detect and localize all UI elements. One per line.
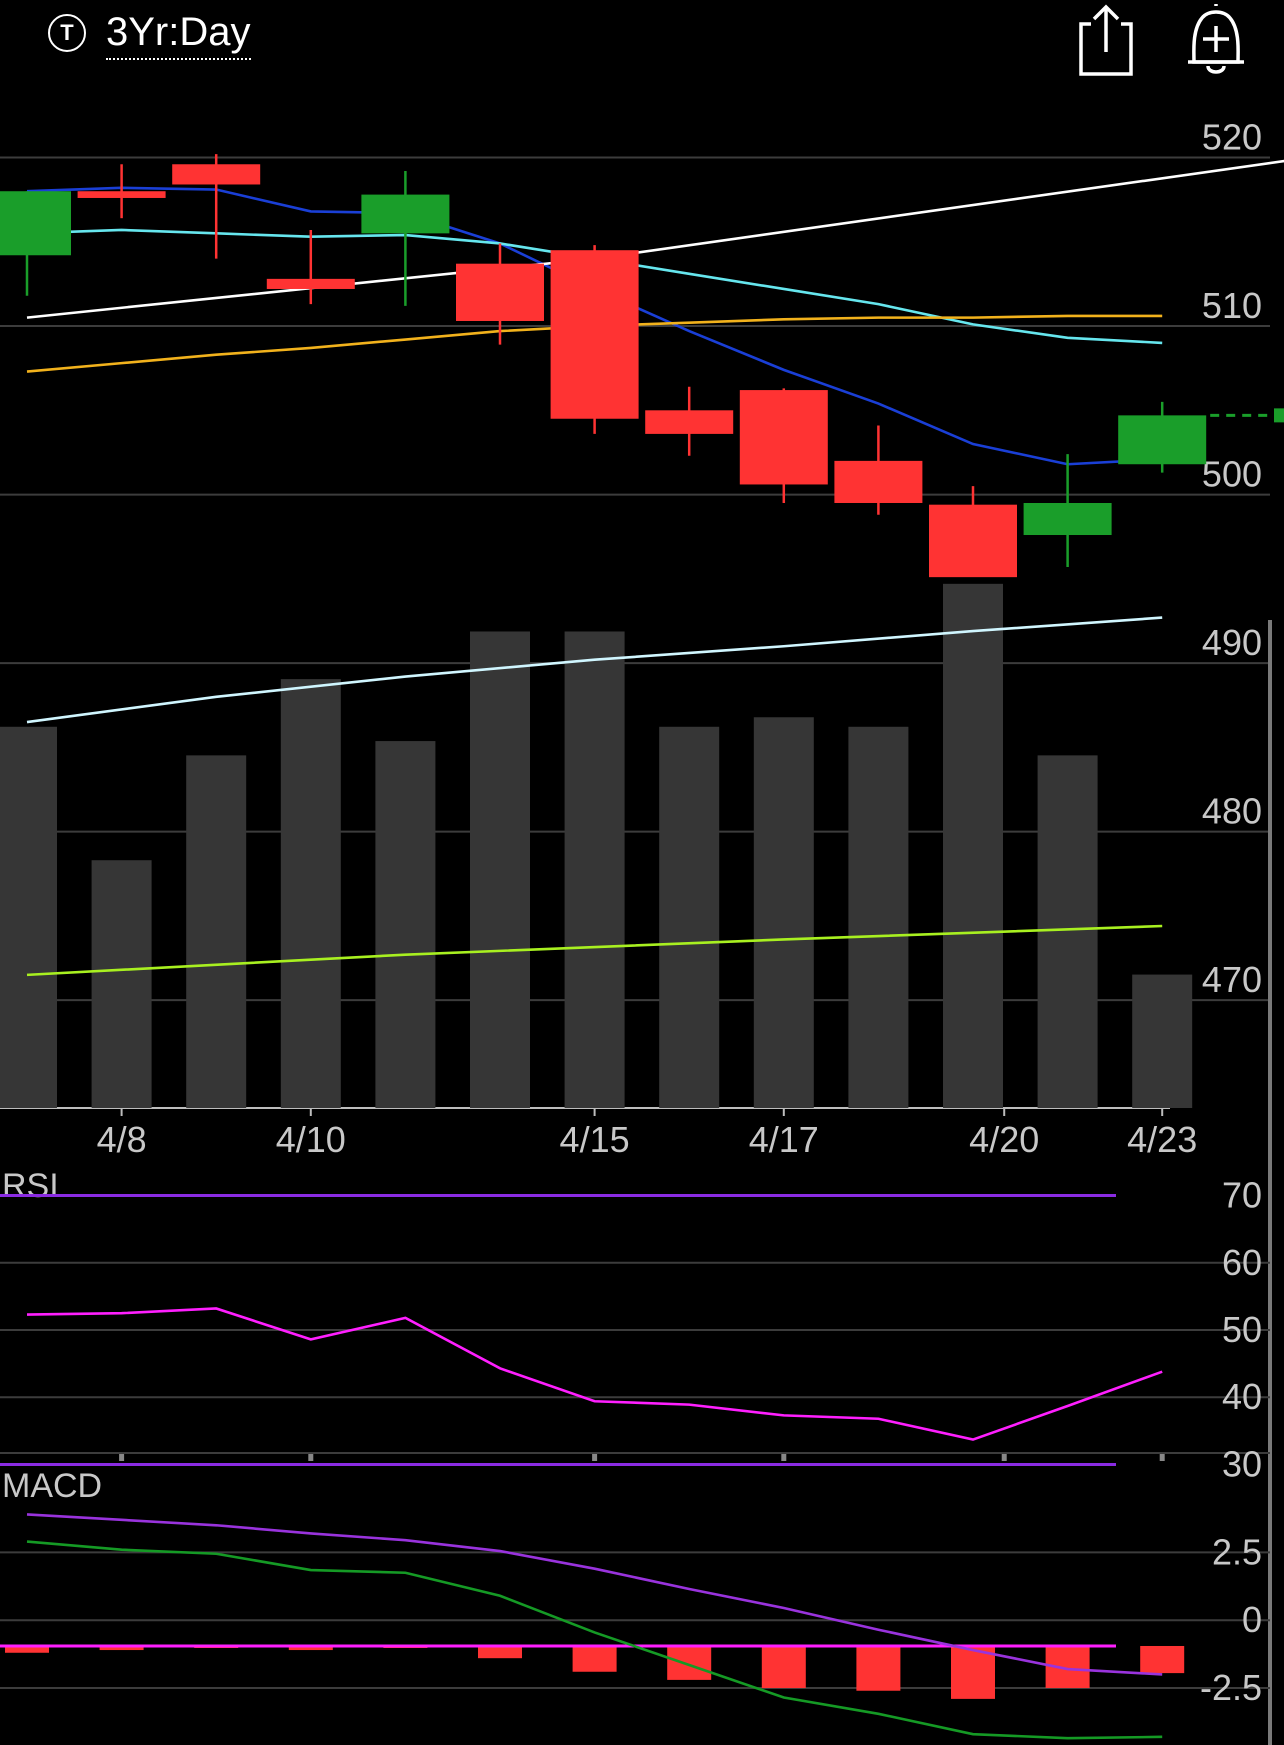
macd-histogram-bar (667, 1645, 712, 1680)
rsi-tick-label: 60 (1222, 1242, 1262, 1283)
x-tick-label: 4/17 (749, 1119, 819, 1160)
volume-bar (91, 860, 152, 1108)
macd-histogram-bar (99, 1645, 144, 1651)
volume-bar (1037, 755, 1098, 1108)
volume-bar (1132, 974, 1193, 1108)
macd-histogram-bar (572, 1645, 617, 1672)
volume-bar (943, 583, 1003, 1108)
x-tick-label: 4/8 (97, 1119, 147, 1160)
moving-average-line (26, 924, 1163, 977)
candle-body (929, 504, 1017, 578)
candle-body (361, 194, 450, 234)
period-selector[interactable]: 3Yr:Day (106, 8, 251, 60)
volume-bar (659, 726, 720, 1108)
bell-plus-icon[interactable] (1180, 0, 1252, 76)
rsi-tick-label: 70 (1222, 1175, 1262, 1216)
last-price-marker (1274, 408, 1284, 423)
candle-body (1023, 502, 1112, 536)
x-tick-label: 4/20 (969, 1119, 1039, 1160)
macd-tick-label: 0 (1242, 1599, 1262, 1640)
price-tick-label: 480 (1202, 791, 1262, 832)
chart-toolbar: T 3Yr:Day (0, 0, 1284, 80)
price-tick-label: 510 (1202, 285, 1262, 326)
volume-bar (848, 726, 909, 1108)
volume-bar (564, 631, 625, 1108)
candle-body (645, 410, 734, 434)
price-tick-label: 490 (1202, 622, 1262, 663)
candle-body (1118, 415, 1207, 465)
macd-histogram-bar (288, 1645, 333, 1651)
macd-signal-line (26, 1540, 1163, 1740)
candle-body (550, 250, 639, 419)
moving-average-line (26, 616, 1163, 724)
candle-body (172, 164, 261, 185)
macd-histogram-bar (856, 1645, 901, 1691)
volume-bar (375, 741, 436, 1108)
period-icon[interactable]: T (48, 14, 86, 52)
macd-histogram-bar (761, 1645, 806, 1689)
price-tick-label: 500 (1202, 454, 1262, 495)
candle-body (266, 278, 355, 289)
candle-body (0, 191, 71, 256)
rsi-title: RSI (2, 1167, 59, 1205)
macd-histogram-bar (1140, 1645, 1185, 1674)
macd-histogram-bar (478, 1645, 522, 1659)
rsi-tick-label: 50 (1222, 1309, 1262, 1350)
rsi-tick-label: 30 (1222, 1443, 1262, 1484)
price-tick-label: 520 (1202, 117, 1262, 158)
share-icon[interactable] (1075, 4, 1137, 76)
price-tick-label: 470 (1202, 959, 1262, 1000)
macd-title: MACD (2, 1467, 102, 1505)
candle-body (77, 191, 166, 198)
volume-bar (753, 717, 814, 1108)
x-tick-label: 4/15 (560, 1119, 630, 1160)
macd-histogram-bar (951, 1645, 995, 1699)
volume-bar (186, 755, 247, 1108)
volume-bar (470, 631, 530, 1108)
rsi-line (26, 1307, 1163, 1441)
candle-body (739, 390, 828, 485)
x-tick-label: 4/23 (1127, 1119, 1197, 1160)
macd-line (26, 1513, 1163, 1676)
rsi-tick-label: 40 (1222, 1376, 1262, 1417)
x-tick-label: 4/10 (276, 1119, 346, 1160)
macd-histogram-bar (5, 1645, 49, 1653)
candle-body (834, 460, 923, 503)
volume-bar (280, 679, 341, 1108)
macd-tick-label: 2.5 (1212, 1531, 1262, 1572)
macd-tick-label: -2.5 (1200, 1667, 1262, 1708)
volume-bar (0, 726, 57, 1108)
candle-body (456, 263, 544, 321)
